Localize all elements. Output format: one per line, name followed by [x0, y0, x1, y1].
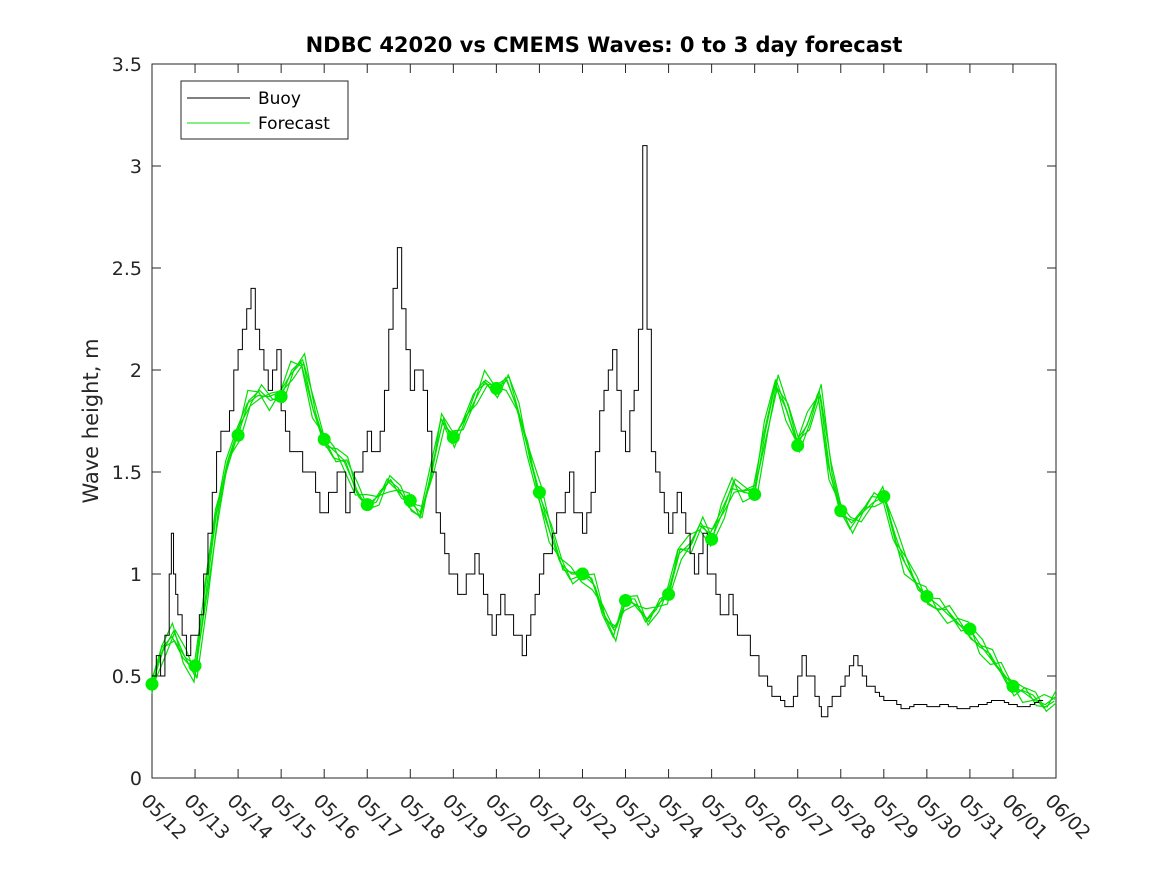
y-tick-label: 3 — [130, 156, 142, 178]
chart-title: NDBC 42020 vs CMEMS Waves: 0 to 3 day fo… — [306, 33, 903, 57]
forecast-line — [151, 361, 1055, 709]
forecast-marker — [791, 438, 805, 452]
forecast-marker — [662, 587, 676, 601]
forecast-marker — [489, 381, 503, 395]
legend: Buoy Forecast — [180, 80, 349, 140]
y-tick-label: 1.5 — [112, 462, 142, 484]
legend-buoy-label: Buoy — [258, 89, 301, 109]
forecast-marker — [403, 494, 417, 508]
series-layer — [151, 145, 1057, 718]
forecast-marker — [317, 432, 331, 446]
forecast-marker — [360, 498, 374, 512]
y-axis-ticks: 0 0.5 1 1.5 2 2.5 3 3.5 — [112, 54, 1056, 790]
forecast-marker — [748, 487, 762, 501]
legend-box — [180, 80, 349, 140]
buoy-line — [152, 145, 1044, 718]
forecast-markers — [145, 381, 1020, 693]
legend-forecast-label: Forecast — [258, 114, 330, 134]
y-tick-label: 1 — [130, 564, 142, 586]
forecast-marker — [705, 532, 719, 546]
y-tick-label: 0 — [130, 768, 142, 790]
y-tick-label: 2.5 — [112, 258, 142, 280]
forecast-line — [153, 352, 1057, 708]
forecast-marker — [145, 677, 159, 691]
forecast-marker — [963, 622, 977, 636]
forecast-marker — [532, 485, 546, 499]
forecast-marker — [1006, 679, 1020, 693]
forecast-marker — [877, 489, 891, 503]
y-tick-label: 3.5 — [112, 54, 142, 76]
forecast-marker — [575, 567, 589, 581]
forecast-marker — [188, 659, 202, 673]
forecast-marker — [231, 428, 245, 442]
forecast-marker — [274, 390, 288, 404]
y-tick-label: 0.5 — [112, 666, 142, 688]
y-tick-label: 2 — [130, 360, 142, 382]
forecast-marker — [920, 589, 934, 603]
plot-area — [151, 63, 1057, 779]
forecast-marker — [834, 504, 848, 518]
forecast-marker — [446, 430, 460, 444]
forecast-marker — [619, 594, 633, 608]
y-axis-label: Wave height, m — [79, 338, 103, 503]
